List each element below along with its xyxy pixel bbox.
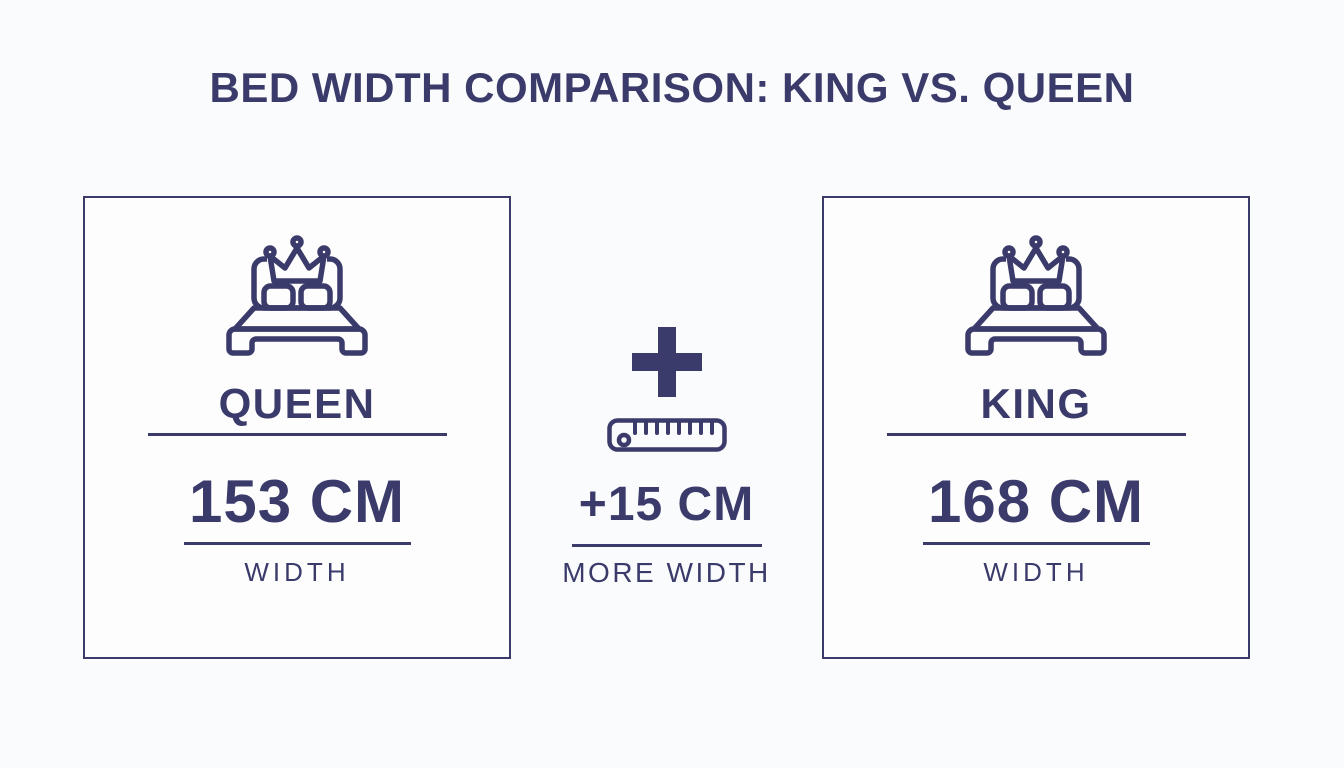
difference-label: MORE WIDTH — [562, 557, 771, 588]
king-width-label: WIDTH — [983, 557, 1089, 587]
king-width-value: 168 CM — [927, 468, 1145, 535]
king-card-title: KING — [980, 380, 1092, 427]
difference-divider — [571, 544, 762, 547]
king-value-divider — [922, 542, 1150, 545]
king-title-divider — [886, 433, 1186, 436]
king-card: KING 168 CM WIDTH — [822, 196, 1250, 659]
queen-width-value: 153 CM — [188, 468, 406, 535]
ruler-icon — [606, 418, 727, 452]
queen-card: QUEEN 153 CM WIDTH — [83, 196, 511, 659]
page-title: BED WIDTH COMPARISON: KING VS. QUEEN — [209, 64, 1135, 111]
queen-card-title: QUEEN — [218, 380, 376, 427]
bed-with-crown-icon — [965, 235, 1107, 356]
difference-column: +15 CM MORE WIDTH — [511, 196, 822, 659]
plus-icon — [631, 327, 702, 397]
difference-value: +15 CM — [578, 478, 755, 531]
queen-width-label: WIDTH — [244, 557, 350, 587]
queen-title-divider — [147, 433, 447, 436]
queen-value-divider — [183, 542, 411, 545]
bed-with-crown-icon — [226, 235, 368, 356]
